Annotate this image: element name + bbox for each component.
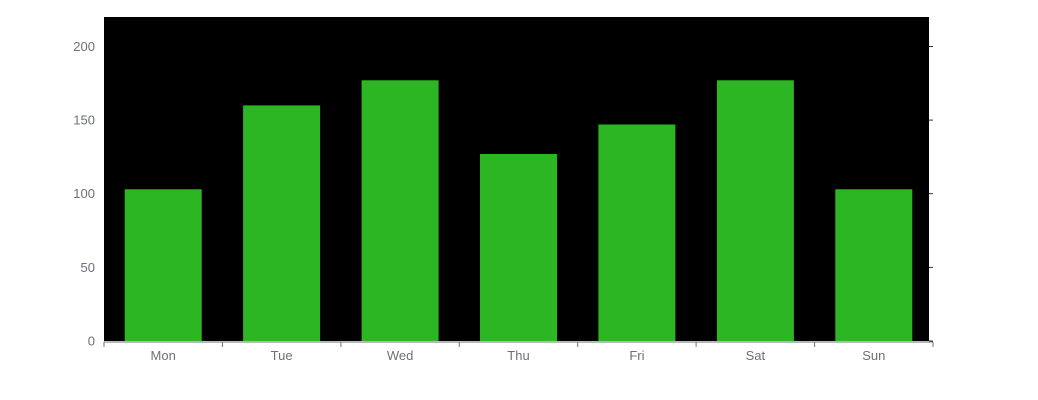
- y-tick-label: 100: [73, 186, 95, 201]
- x-tick-label-tue: Tue: [271, 348, 293, 363]
- bars-group: [124, 80, 913, 342]
- x-tick-label-thu: Thu: [507, 348, 529, 363]
- x-tick-label-sun: Sun: [862, 348, 885, 363]
- y-tick-label: 0: [88, 334, 95, 349]
- bar-wed: [361, 80, 439, 342]
- bar-sat: [716, 80, 794, 342]
- bar-tue: [243, 105, 321, 342]
- x-tick-label-mon: Mon: [151, 348, 176, 363]
- bar-fri: [598, 124, 676, 341]
- y-tick-label: 150: [73, 113, 95, 128]
- y-tick-label: 50: [81, 260, 95, 275]
- bar-sun: [835, 189, 913, 341]
- x-tick-label-fri: Fri: [629, 348, 644, 363]
- x-axis: Mon Tue Wed Thu Fri Sat Sun: [103, 341, 934, 363]
- x-tick-label-wed: Wed: [387, 348, 414, 363]
- bar-thu: [480, 154, 557, 341]
- y-tick-label: 200: [73, 39, 95, 54]
- y-axis: 0 50 100 150 200: [73, 39, 933, 349]
- x-tick-label-sat: Sat: [746, 348, 766, 363]
- bar-mon: [124, 189, 202, 341]
